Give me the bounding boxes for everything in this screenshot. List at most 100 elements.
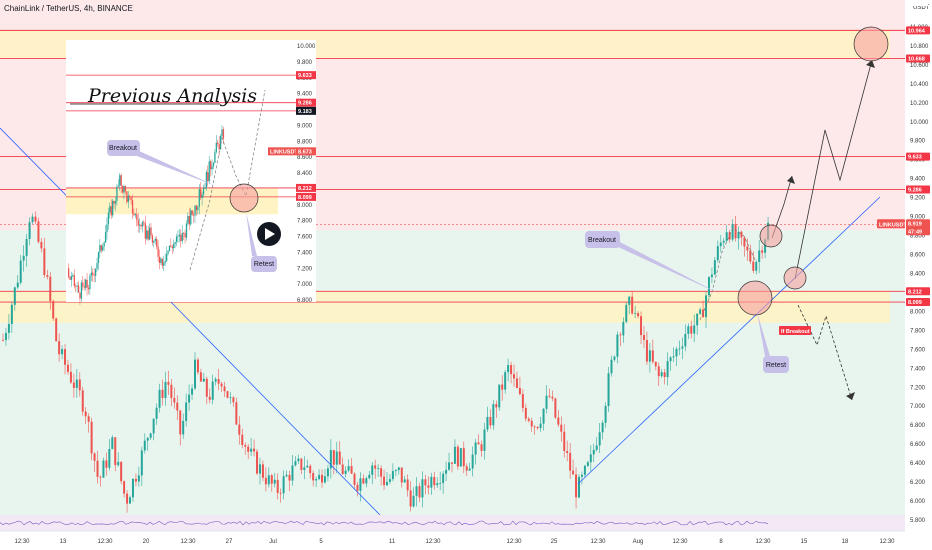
time-axis[interactable]: 12:30 13 12:30 20 12:30 27 Jul 5 11 12:30 12:30 25 1… [14, 539, 895, 545]
inset-candle-body [151, 235, 154, 243]
inset-candle-body [191, 210, 193, 215]
candle-body [99, 476, 102, 478]
candle-body [309, 465, 312, 474]
level-price-tag [906, 54, 930, 63]
inset-y-tick: 9.400 [297, 92, 313, 98]
inset-candle-body [112, 200, 114, 216]
candle-body [232, 397, 235, 403]
candle-body [728, 232, 731, 240]
y-tick-label: 10.600 [910, 63, 929, 69]
candle-body [569, 452, 572, 471]
inset-candle-body [168, 245, 171, 252]
inset-candle-body [116, 186, 118, 202]
candle-body [214, 379, 217, 382]
candle-body [102, 460, 105, 478]
candle-body [386, 481, 388, 486]
candle-body [16, 282, 19, 288]
candle-body [749, 250, 752, 262]
inset-level-tag [296, 192, 316, 201]
candle-body [72, 382, 75, 388]
candle-body [489, 416, 492, 426]
inset-candle-body [215, 142, 217, 153]
inset-candle-body [93, 274, 95, 276]
inset-retest-circle [229, 183, 259, 213]
inset-candle-body [69, 277, 71, 280]
candle-body [143, 440, 146, 451]
inset-y-tick: 8.800 [297, 139, 313, 145]
inset-candle-body [143, 222, 145, 224]
inset-candle-body [148, 227, 151, 240]
candle-body [513, 374, 516, 379]
symbol-tag [877, 219, 905, 229]
candle-body [134, 478, 137, 482]
candle-body [256, 451, 259, 474]
level-price-label: 9.633 [908, 155, 922, 161]
candle-body [684, 333, 687, 347]
inset-candle-body [104, 232, 107, 243]
candle-body [693, 325, 696, 334]
target-circle [783, 266, 807, 290]
candle-body [758, 250, 761, 263]
inset-candle-body [210, 161, 212, 170]
inset-candle-body [100, 245, 102, 251]
candle-body [19, 260, 22, 283]
inset-candle-body [103, 242, 105, 247]
candle-body [719, 242, 722, 247]
candle-body [164, 381, 167, 398]
candle-body [699, 309, 702, 314]
inset-candle-body [188, 215, 190, 225]
unit-label: USDT [913, 5, 930, 11]
candle-body [31, 216, 34, 223]
inset-level-label: 9.633 [298, 73, 312, 79]
inset-candle-body [221, 129, 223, 136]
inset-candle-body [201, 194, 203, 198]
candle-body [672, 356, 675, 358]
candle-body [300, 458, 303, 470]
inset-candle-body [77, 285, 80, 293]
inset-candle-body [183, 232, 185, 234]
candle-body [4, 332, 7, 341]
candle-body [288, 474, 291, 481]
candle-body [323, 476, 326, 483]
candle-body [238, 424, 241, 435]
candle-body [456, 446, 459, 467]
inset-candle-body [165, 254, 168, 261]
candle-body [397, 467, 400, 471]
candle-body [598, 432, 601, 446]
inset-candle-body [94, 268, 97, 276]
candle-body [545, 395, 548, 409]
candle-body [321, 474, 324, 483]
x-tick-label: 25 [551, 539, 558, 545]
candle-body [253, 448, 256, 452]
inset-breakout-pointer [137, 150, 216, 186]
inset-candle-body [173, 243, 175, 249]
candle-body [220, 383, 223, 387]
x-tick-label: 12:30 [879, 539, 895, 545]
level-price-label: 10.668 [908, 56, 925, 62]
inset-candle-body [129, 195, 131, 198]
inset-retest-label: Retest [254, 261, 274, 268]
price-axis[interactable]: 11.00010.80010.60010.40010.20010.0009.80… [877, 25, 930, 524]
y-tick-label: 8.400 [910, 271, 926, 277]
inset-y-tick: 7.600 [297, 235, 313, 241]
y-tick-label: 9.200 [910, 196, 926, 202]
x-tick-label: 12:30 [425, 539, 441, 545]
inset-candle-body [96, 263, 98, 269]
inset-candle-body [97, 252, 100, 264]
candle-body [542, 408, 545, 424]
candle-body [81, 390, 84, 412]
candle-body [335, 451, 338, 465]
candle-body [152, 418, 155, 434]
if-breakout-tag [779, 326, 811, 335]
last-price-tag [906, 219, 930, 236]
y-tick-label: 9.600 [910, 158, 926, 164]
inset-candle-body [126, 191, 128, 203]
candle-body [761, 250, 764, 253]
candle-body [648, 350, 651, 362]
inset-candle-body [157, 246, 159, 257]
inset-candle-body [79, 292, 81, 299]
inset-candle-body [70, 276, 73, 280]
inset-price-label: 8.673 [298, 149, 312, 155]
candle-body [518, 387, 521, 395]
